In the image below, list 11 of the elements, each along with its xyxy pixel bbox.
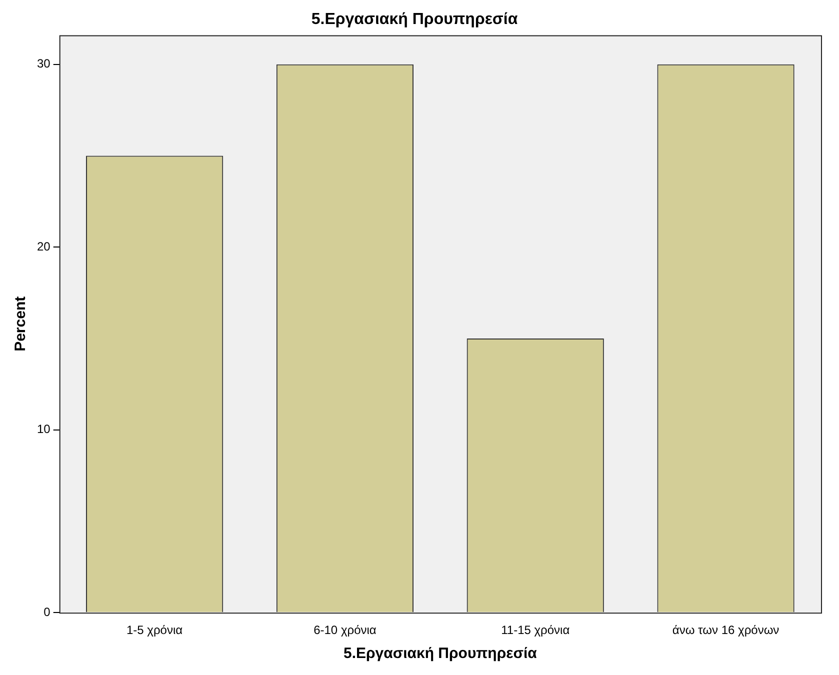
y-tick-label: 30 xyxy=(36,56,51,71)
y-tick-label: 20 xyxy=(36,239,51,254)
x-tick-label: 11-15 χρόνια xyxy=(501,623,570,638)
x-tick-label: άνω των 16 χρόνων xyxy=(672,623,780,638)
x-tick-label: 6-10 χρόνια xyxy=(314,623,376,638)
y-axis-title: Percent xyxy=(12,296,30,352)
y-tick-label: 0 xyxy=(44,604,51,619)
chart-title: 5.Εργασιακή Προυπηρεσία xyxy=(311,11,518,28)
x-axis-title: 5.Εργασιακή Προυπηρεσία xyxy=(343,645,538,662)
x-tick-label: 1-5 χρόνια xyxy=(126,623,183,638)
y-tick-label: 10 xyxy=(36,422,51,436)
